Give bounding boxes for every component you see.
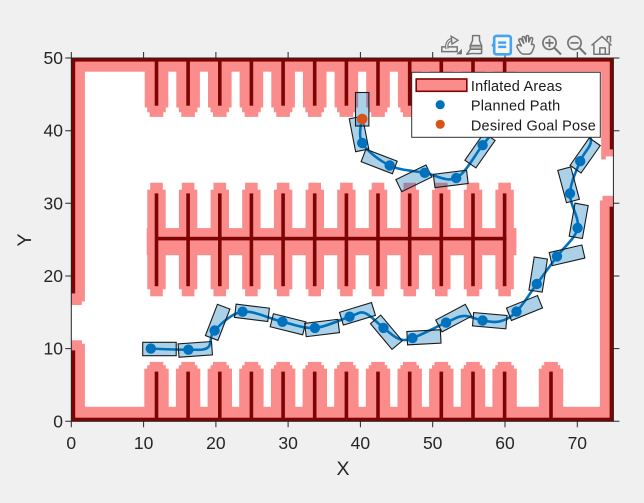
svg-text:Desired Goal Pose: Desired Goal Pose xyxy=(471,118,596,134)
svg-text:0: 0 xyxy=(66,433,76,453)
svg-text:70: 70 xyxy=(568,433,588,453)
svg-text:50: 50 xyxy=(44,48,64,68)
svg-text:10: 10 xyxy=(134,433,154,453)
svg-text:30: 30 xyxy=(44,193,64,213)
svg-text:X: X xyxy=(336,458,349,480)
svg-text:60: 60 xyxy=(495,433,515,453)
svg-text:Planned Path: Planned Path xyxy=(471,99,560,115)
svg-text:40: 40 xyxy=(44,121,64,141)
svg-text:20: 20 xyxy=(44,266,64,286)
svg-text:20: 20 xyxy=(206,433,226,453)
svg-text:50: 50 xyxy=(423,433,443,453)
svg-text:40: 40 xyxy=(351,433,371,453)
svg-text:0: 0 xyxy=(53,411,63,431)
svg-text:10: 10 xyxy=(44,339,64,359)
svg-text:Y: Y xyxy=(14,233,36,246)
svg-text:Inflated Areas: Inflated Areas xyxy=(471,79,562,95)
svg-text:30: 30 xyxy=(278,433,298,453)
